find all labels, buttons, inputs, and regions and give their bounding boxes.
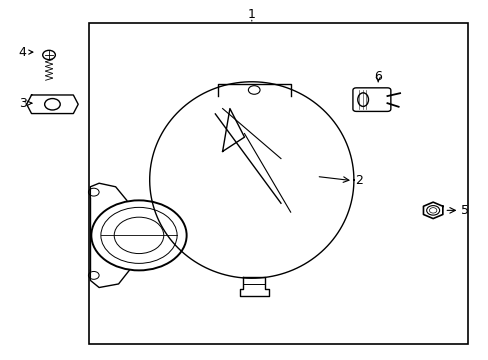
Text: 4: 4 — [19, 46, 27, 59]
Text: 2: 2 — [355, 174, 363, 187]
Bar — [89, 23, 467, 344]
Text: 1: 1 — [247, 8, 255, 21]
Text: 6: 6 — [373, 70, 381, 83]
FancyBboxPatch shape — [352, 88, 390, 111]
Text: 3: 3 — [19, 97, 27, 110]
Text: 5: 5 — [460, 204, 468, 217]
